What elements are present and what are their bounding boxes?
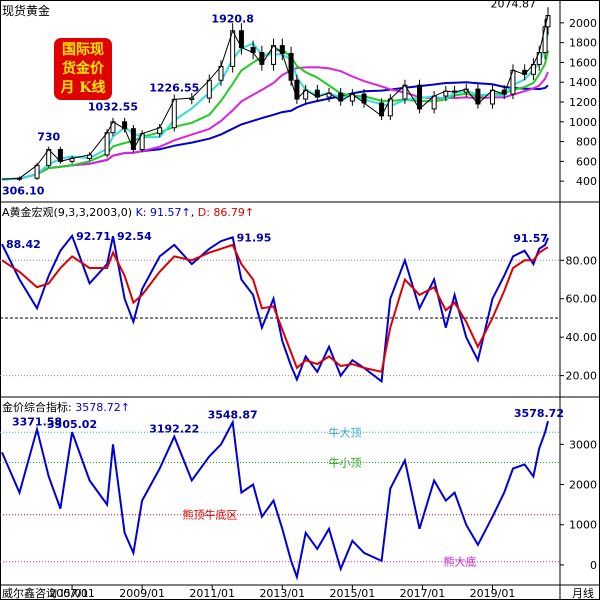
kd-annotation: 92.71: [76, 230, 111, 243]
candle-body: [110, 121, 116, 134]
price-axis-tick-label: 1800: [569, 37, 597, 50]
index-annotation: 3192.22: [149, 423, 199, 436]
period-label: 月线: [572, 586, 594, 600]
index-zone-label: 牛小顶: [329, 455, 362, 469]
d-value-label: D: 86.79: [197, 206, 245, 219]
k-value-label: K: 91.57: [135, 206, 182, 219]
promo-badge: 国际现 货金价 月 K线: [54, 38, 112, 100]
kd-axis-tick-label: 20.00: [566, 370, 598, 383]
candle-body: [206, 79, 212, 99]
candle-body: [34, 164, 40, 179]
kd-panel-header: A黄金宏观(9,3,3,2003,0) K: 91.57↑, D: 86.79↑: [2, 206, 255, 219]
candle-body: [417, 84, 423, 110]
index-zone-label: 牛大顶: [329, 425, 362, 439]
badge-line-2: 货金价: [62, 61, 104, 77]
candle-body: [104, 132, 110, 156]
kd-annotation: 92.54: [117, 230, 152, 243]
price-annotation: 1226.55: [149, 81, 199, 94]
price-annotation: 306.10: [2, 184, 45, 197]
candle-body: [490, 89, 496, 105]
price-axis-tick-label: 800: [576, 136, 597, 149]
index-zone-label: 熊大底: [444, 555, 477, 569]
kd-annotation: 88.42: [6, 238, 41, 251]
footer-source-label: 威尔鑫咨询 I5/01: [2, 586, 88, 600]
candle-body: [542, 26, 548, 54]
x-tick-label: 2013/01: [259, 587, 305, 600]
index-indicator-name: 金价综合指标:: [2, 401, 72, 414]
price-annotation: 2074.87: [491, 0, 537, 10]
badge-line-1: 国际现: [62, 42, 104, 58]
index-annotation: 3305.02: [47, 418, 97, 431]
price-annotation: 1920.8: [211, 13, 253, 26]
price-axis-tick-label: 1200: [569, 96, 597, 109]
k-up-arrow-icon: ↑: [181, 206, 191, 219]
index-annotation: 3578.72: [514, 407, 564, 420]
price-axis-tick-label: 2000: [569, 17, 597, 30]
composite-index-line: [1, 419, 549, 581]
index-value: 3578.72: [75, 401, 121, 414]
index-up-arrow-icon: ↑: [120, 401, 130, 414]
price-axis-tick-label: 1000: [569, 116, 597, 129]
index-axis-tick-label: 2000: [569, 479, 597, 492]
x-tick-label: 2011/01: [189, 587, 235, 600]
index-zone-label: 熊顶牛底区: [183, 508, 238, 522]
badge-line-3: 月 K线: [60, 80, 106, 96]
kd-annotation: 91.57: [513, 232, 548, 245]
d-up-arrow-icon: ↑: [244, 206, 255, 219]
x-tick-label: 2009/01: [119, 587, 165, 600]
k-line: [1, 233, 549, 384]
index-axis-tick-label: 3000: [569, 438, 597, 451]
candle-body: [431, 95, 437, 110]
x-tick-label: 2007/01: [49, 587, 95, 600]
price-axis-tick-label: 400: [576, 175, 597, 188]
kd-axis-tick-label: 80.00: [566, 254, 598, 267]
x-tick-label: 2015/01: [330, 587, 376, 600]
price-line: [1, 15, 549, 180]
x-tick-label: 2019/01: [470, 587, 516, 600]
index-annotation: 3548.87: [208, 408, 258, 421]
kd-axis-tick-label: 40.00: [566, 331, 598, 344]
price-axis-tick-label: 600: [576, 155, 597, 168]
price-annotation: 730: [37, 131, 60, 144]
candle-body: [171, 98, 177, 129]
price-axis-tick-label: 1600: [569, 56, 597, 69]
x-tick-label: 2017/01: [400, 587, 446, 600]
index-annotation: 3371.58: [12, 415, 62, 428]
index-panel-header: 金价综合指标: 3578.72↑: [2, 399, 130, 415]
kd-annotation: 91.95: [237, 231, 272, 244]
index-axis-tick-label: 1000: [569, 519, 597, 532]
candle-body: [294, 79, 300, 100]
chart-title: 现货黄金: [2, 4, 51, 18]
kd-axis-tick-label: 60.00: [566, 293, 598, 306]
price-annotation: 1032.55: [88, 101, 138, 114]
kd-indicator-name: A黄金宏观(9,3,3,2003,0): [2, 206, 133, 219]
d-line: [1, 243, 549, 373]
index-axis-tick-label: 0: [590, 559, 597, 572]
price-axis-tick-label: 1400: [569, 76, 597, 89]
